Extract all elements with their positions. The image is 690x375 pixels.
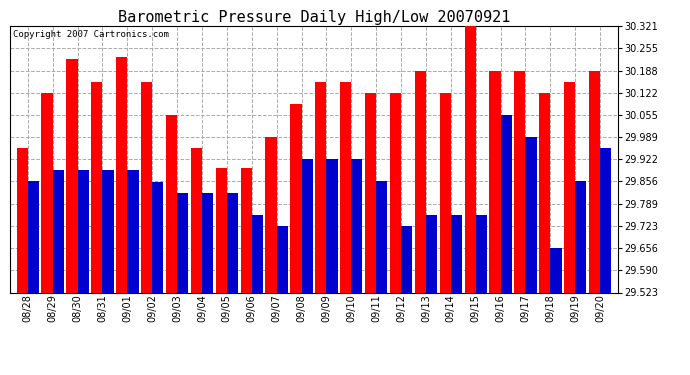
Bar: [451, 215, 462, 292]
Title: Barometric Pressure Daily High/Low 20070921: Barometric Pressure Daily High/Low 20070…: [118, 10, 510, 25]
Bar: [326, 159, 337, 292]
Bar: [277, 226, 288, 292]
Bar: [514, 70, 526, 292]
Bar: [440, 93, 451, 292]
Bar: [464, 26, 475, 292]
Bar: [426, 215, 437, 292]
Bar: [190, 148, 202, 292]
Bar: [252, 215, 263, 292]
Bar: [401, 226, 412, 292]
Bar: [526, 137, 537, 292]
Bar: [551, 248, 562, 292]
Bar: [116, 57, 128, 292]
Bar: [589, 70, 600, 292]
Bar: [91, 82, 102, 292]
Bar: [28, 182, 39, 292]
Bar: [564, 82, 575, 292]
Bar: [290, 104, 302, 292]
Bar: [315, 82, 326, 292]
Bar: [152, 182, 164, 292]
Bar: [202, 193, 213, 292]
Bar: [415, 70, 426, 292]
Bar: [241, 168, 252, 292]
Bar: [102, 170, 114, 292]
Bar: [351, 159, 362, 292]
Bar: [128, 170, 139, 292]
Bar: [227, 193, 238, 292]
Bar: [340, 82, 351, 292]
Bar: [376, 182, 387, 292]
Bar: [539, 93, 551, 292]
Bar: [266, 137, 277, 292]
Bar: [575, 182, 586, 292]
Bar: [77, 170, 89, 292]
Bar: [600, 148, 611, 292]
Bar: [365, 93, 376, 292]
Bar: [489, 70, 500, 292]
Bar: [41, 93, 52, 292]
Bar: [141, 82, 152, 292]
Bar: [302, 159, 313, 292]
Bar: [166, 115, 177, 292]
Bar: [52, 170, 64, 292]
Bar: [390, 93, 401, 292]
Bar: [66, 59, 77, 292]
Bar: [500, 115, 512, 292]
Bar: [177, 193, 188, 292]
Bar: [17, 148, 28, 292]
Text: Copyright 2007 Cartronics.com: Copyright 2007 Cartronics.com: [13, 30, 169, 39]
Bar: [216, 168, 227, 292]
Bar: [475, 215, 487, 292]
